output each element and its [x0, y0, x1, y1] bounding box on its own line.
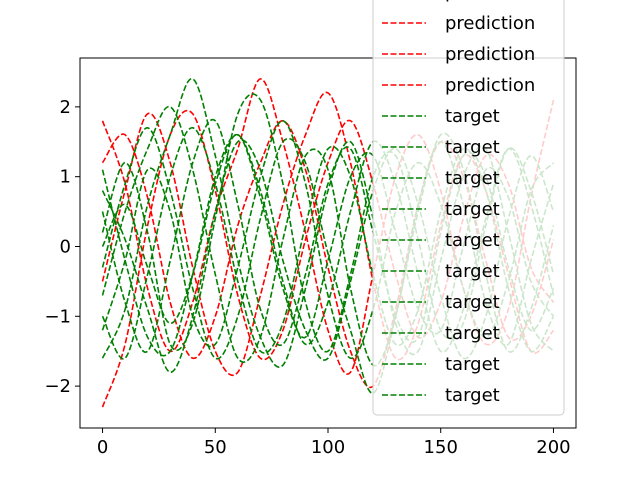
legend-label: target	[445, 323, 500, 344]
series-line-3	[101, 91, 555, 377]
legend-label: target	[445, 199, 500, 220]
y-tick-label: 1	[60, 167, 71, 188]
legend-label: target	[445, 230, 500, 251]
legend-label: prediction	[445, 44, 535, 65]
legend-box	[372, 0, 565, 416]
legend-label: target	[445, 354, 500, 375]
legend-label: prediction	[445, 0, 535, 3]
legend-label: target	[445, 261, 500, 282]
legend-label: target	[445, 137, 500, 158]
legend-label: target	[445, 292, 500, 313]
x-tick-label: 200	[536, 437, 570, 458]
legend-label: prediction	[445, 13, 535, 34]
y-tick-label: 0	[60, 236, 71, 257]
x-tick-label: 100	[311, 437, 345, 458]
legend-label: target	[445, 106, 500, 127]
y-tick-label: −2	[44, 376, 71, 397]
x-axis: 0 50 100 150 200	[97, 428, 571, 458]
x-tick-label: 50	[204, 437, 227, 458]
series-line-6	[101, 78, 555, 368]
y-axis: −2 −1 0 1 2	[44, 97, 80, 397]
y-tick-label: 2	[60, 97, 71, 118]
x-tick-label: 150	[424, 437, 458, 458]
legend-label: target	[445, 168, 500, 189]
series-line-7	[101, 93, 555, 353]
legend-label: target	[445, 385, 500, 406]
x-tick-label: 0	[97, 437, 108, 458]
series-line-8	[101, 120, 555, 359]
series-line-13	[101, 139, 555, 373]
legend: prediction prediction prediction prediction…	[372, 0, 565, 416]
y-tick-label: −1	[44, 306, 71, 327]
legend-label: prediction	[445, 75, 535, 96]
